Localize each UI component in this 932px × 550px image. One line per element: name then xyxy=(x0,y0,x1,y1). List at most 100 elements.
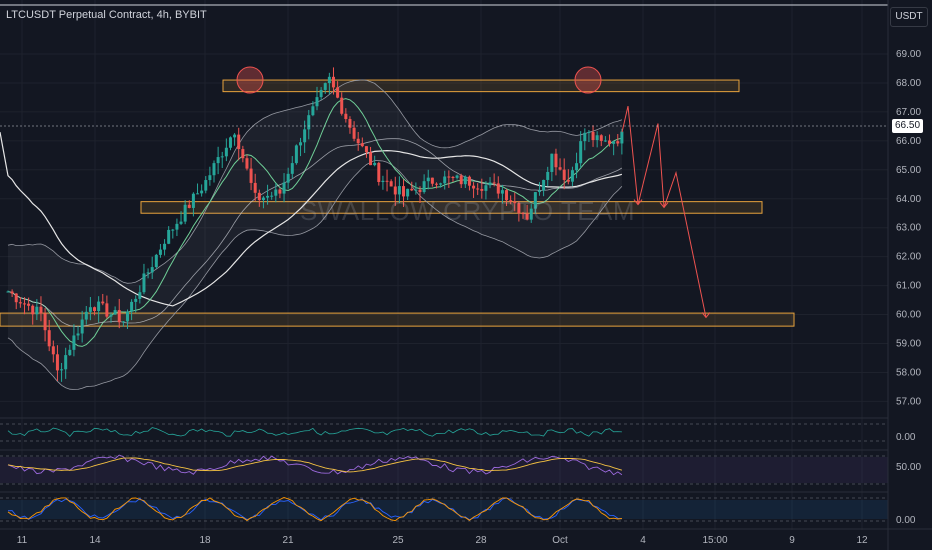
candle-body xyxy=(88,307,92,312)
candle-body xyxy=(183,204,187,222)
candle-body xyxy=(492,182,496,184)
candle-body xyxy=(500,190,504,194)
candle-body xyxy=(620,131,624,144)
price-tick-label: 67.00 xyxy=(896,107,921,118)
candle-body xyxy=(307,115,311,130)
price-axis[interactable]: 69.00 68.00 67.00 66.00 65.00 64.00 63.00 62.00… xyxy=(887,0,921,550)
candle-body xyxy=(558,167,562,170)
candle-body xyxy=(274,189,278,196)
candle-body xyxy=(278,189,282,194)
candle-body xyxy=(463,176,467,185)
time-axis[interactable]: 11 14 18 21 25 28 Oct 4 15:00 9 12 xyxy=(0,528,932,546)
candle-body xyxy=(385,180,389,182)
candle-body xyxy=(204,180,208,191)
candle-body xyxy=(336,87,340,98)
candle-body xyxy=(599,135,603,141)
candle-body xyxy=(364,146,368,153)
candle-body xyxy=(224,147,228,157)
candle-body xyxy=(397,186,401,195)
candle-body xyxy=(542,179,546,191)
candle-body xyxy=(208,175,212,181)
candle-body xyxy=(340,97,344,114)
candle-body xyxy=(245,158,249,169)
candle-body xyxy=(505,190,509,201)
candle-body xyxy=(402,186,406,197)
price-tick-label: 60.00 xyxy=(896,310,921,321)
candle-body xyxy=(125,311,129,322)
currency-button[interactable]: USDT xyxy=(890,7,928,27)
candle-body xyxy=(72,335,76,350)
candle-body xyxy=(459,175,463,185)
candle-body xyxy=(39,306,43,314)
candle-body xyxy=(154,254,158,268)
candle-body xyxy=(171,229,175,231)
candle-body xyxy=(525,213,529,220)
candle-body xyxy=(64,355,68,370)
candle-body xyxy=(443,176,447,184)
candle-body xyxy=(393,186,397,195)
time-tick-label: 25 xyxy=(392,535,404,546)
bollinger-upper xyxy=(7,79,623,284)
candle-body xyxy=(546,171,550,180)
candle-body xyxy=(117,310,121,323)
time-tick-label: 15:00 xyxy=(702,535,727,546)
candle-body xyxy=(249,168,253,183)
candle-body xyxy=(270,195,274,197)
candle-body xyxy=(109,314,113,317)
candle-body xyxy=(163,243,167,250)
candle-body xyxy=(480,188,484,191)
candle-body xyxy=(43,313,47,331)
arrow-head xyxy=(633,199,643,206)
time-tick-label: 28 xyxy=(475,535,487,546)
candle-body xyxy=(319,89,323,98)
ma-slow-line xyxy=(0,132,623,307)
support-resistance-zones xyxy=(0,79,795,327)
candle-body xyxy=(60,369,64,371)
candle-body xyxy=(179,221,183,224)
candle-body xyxy=(344,113,348,120)
candle-body xyxy=(447,176,451,178)
bollinger-lower xyxy=(7,160,623,390)
arrow-head xyxy=(659,202,669,209)
top-circle-2 xyxy=(574,66,602,94)
candle-body xyxy=(434,183,438,185)
candle-body xyxy=(286,173,290,183)
candle-body xyxy=(18,302,22,304)
price-tick-label: 68.00 xyxy=(896,78,921,89)
price-tick-label: 66.00 xyxy=(896,136,921,147)
indicator-tick-label: 50.00 xyxy=(896,462,921,473)
candle-body xyxy=(422,181,426,193)
candle-body xyxy=(377,162,381,183)
candle-body xyxy=(253,182,257,193)
zone-resistance xyxy=(222,79,740,93)
candle-body xyxy=(14,293,18,303)
candle-body xyxy=(513,201,517,204)
candle-body xyxy=(537,190,541,193)
candle-body xyxy=(488,182,492,186)
candle-body xyxy=(360,143,364,147)
rsi-ma-line xyxy=(7,457,623,473)
candle-body xyxy=(612,141,616,144)
candle-body xyxy=(496,183,500,194)
price-tick-label: 63.00 xyxy=(896,223,921,234)
candle-body xyxy=(200,190,204,194)
candle-body xyxy=(191,193,195,208)
price-tick-label: 69.00 xyxy=(896,49,921,60)
candle-body xyxy=(356,138,360,144)
candle-body xyxy=(27,303,31,306)
time-tick-label: 12 xyxy=(856,535,868,546)
candle-body xyxy=(311,106,315,116)
candle-body xyxy=(261,197,265,201)
candle-body xyxy=(529,208,533,220)
candle-body xyxy=(484,185,488,191)
candle-body xyxy=(608,140,612,144)
candle-body xyxy=(51,346,55,355)
candle-body xyxy=(562,169,566,180)
rsi-band xyxy=(0,457,888,483)
candle-body xyxy=(212,163,216,176)
stoch-d-line xyxy=(7,497,622,522)
candle-body xyxy=(146,272,150,274)
candle-body xyxy=(439,183,443,185)
candle-body xyxy=(6,291,10,293)
